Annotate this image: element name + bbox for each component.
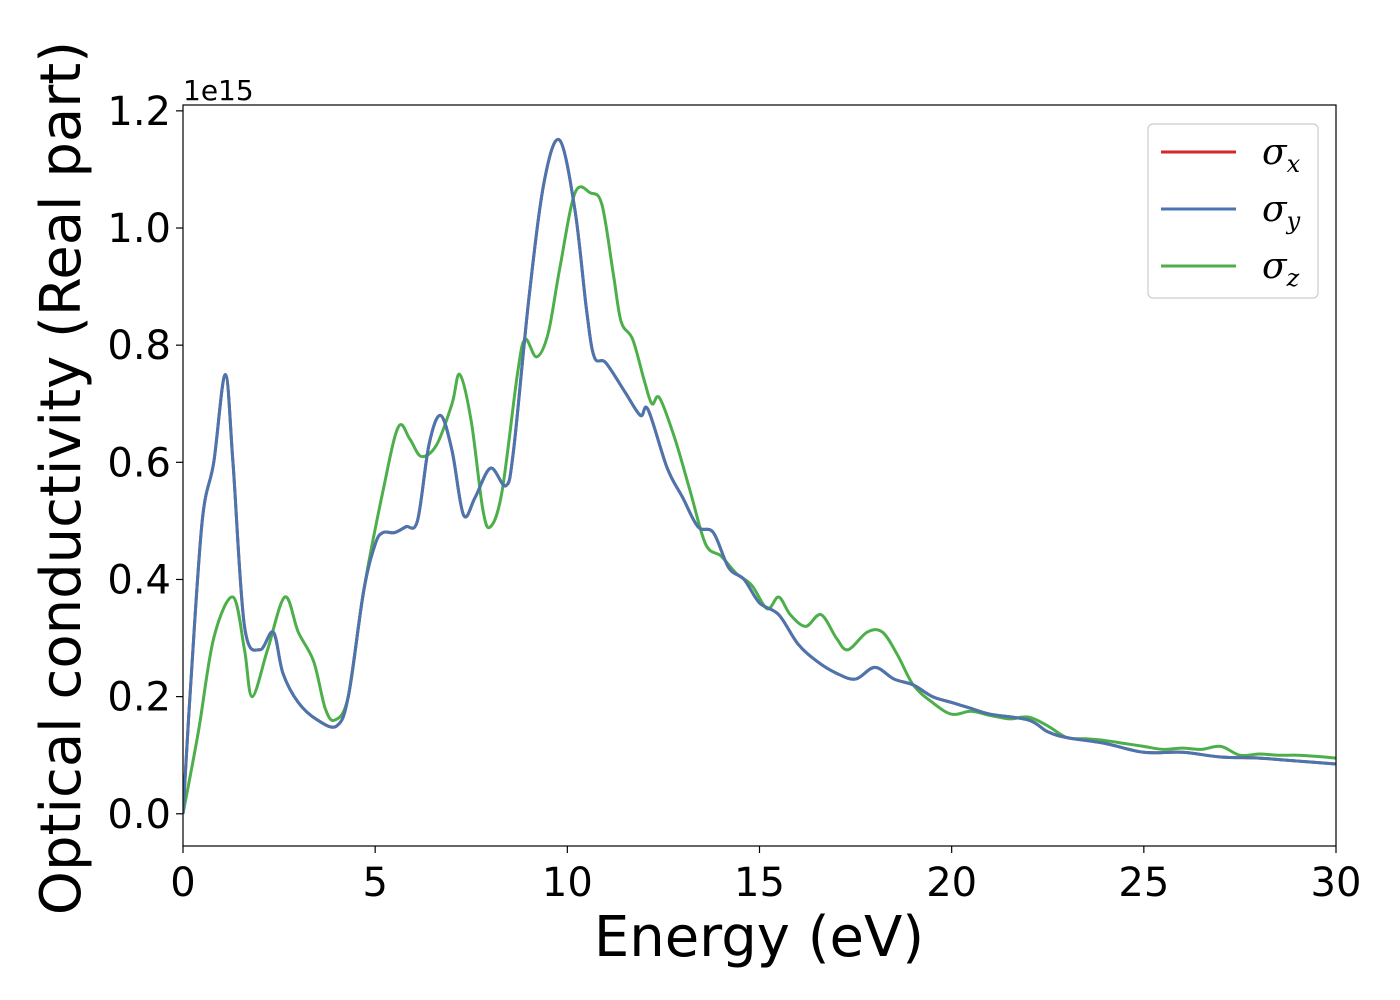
legend-label-y: σy bbox=[1262, 189, 1301, 235]
x-tick-label: 25 bbox=[1118, 860, 1169, 906]
ticks-layer: 0 5 10 15 20 25 30 0.0 0.2 0.4 0.6 0.8 1.0 1.2 bbox=[107, 89, 1361, 906]
x-tick-label: 5 bbox=[362, 860, 387, 906]
y-tick-label: 0.4 bbox=[107, 557, 171, 603]
x-tick-label: 20 bbox=[926, 860, 977, 906]
y-tick-label: 0.2 bbox=[107, 675, 171, 721]
series-layer bbox=[183, 137, 1336, 815]
legend: σx σy σz bbox=[1147, 123, 1319, 299]
y-axis-label: Optical conductivity (Real part) bbox=[29, 41, 94, 915]
y-tick-label: 1.0 bbox=[107, 206, 171, 252]
x-tick-label: 10 bbox=[542, 860, 593, 906]
y-tick-label: 0.8 bbox=[107, 323, 171, 369]
y-tick-label: 1.2 bbox=[107, 89, 171, 135]
legend-box bbox=[1147, 123, 1319, 299]
series-line-y bbox=[183, 137, 1336, 814]
y-offset-label: 1e15 bbox=[183, 74, 254, 107]
x-tick-label: 15 bbox=[734, 860, 785, 906]
legend-label-x: σx bbox=[1262, 132, 1301, 178]
y-tick-label: 0.6 bbox=[107, 440, 171, 486]
x-axis-label: Energy (eV) bbox=[594, 905, 924, 970]
y-tick-label: 0.0 bbox=[107, 792, 171, 838]
legend-label-z: σz bbox=[1262, 246, 1300, 292]
x-tick-label: 30 bbox=[1311, 860, 1362, 906]
x-tick-label: 0 bbox=[170, 860, 195, 906]
